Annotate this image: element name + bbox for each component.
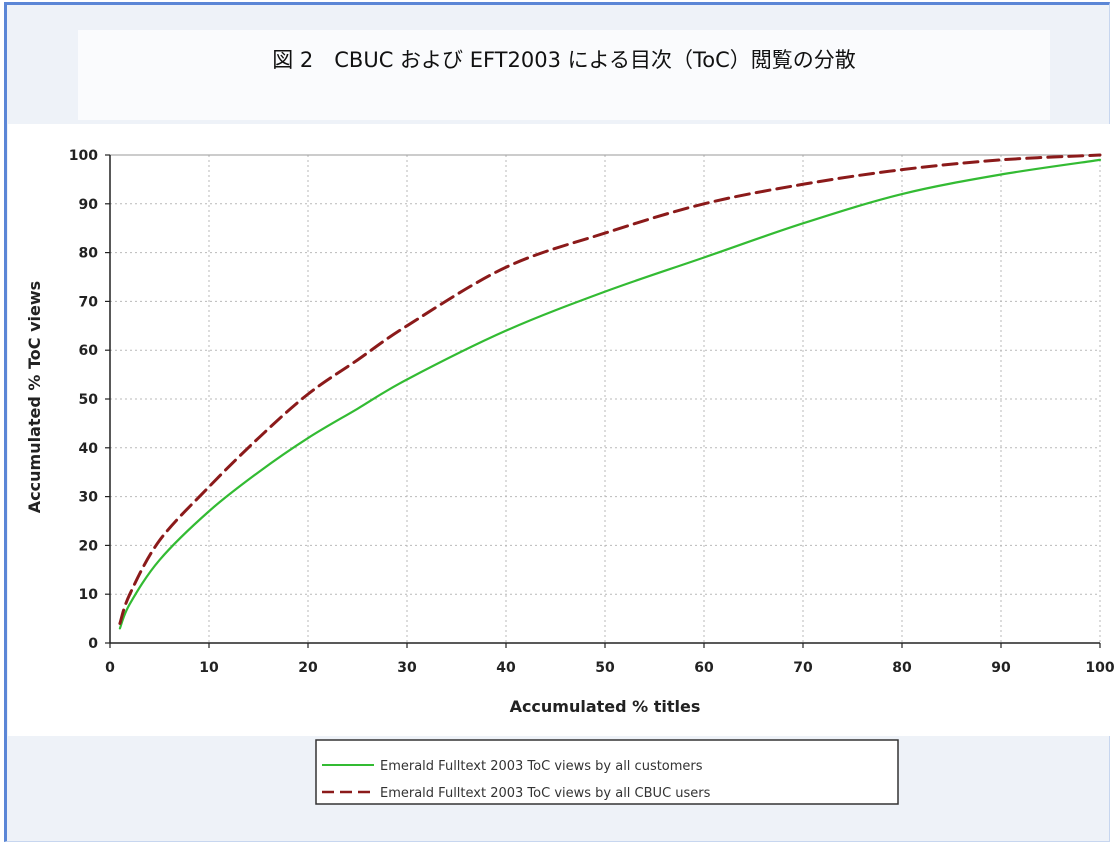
y-tick-label: 100	[69, 148, 98, 164]
x-tick-label: 80	[892, 660, 912, 676]
y-tick-label: 10	[79, 587, 99, 603]
y-tick-label: 30	[79, 490, 99, 506]
plot-panel	[8, 124, 1110, 736]
y-tick-label: 70	[79, 294, 99, 310]
y-tick-label: 60	[79, 343, 99, 359]
series-line-1	[118, 158, 1102, 630]
y-tick-label: 0	[88, 636, 98, 652]
x-tick-label: 100	[1085, 660, 1114, 676]
legend-box	[315, 739, 899, 805]
grid	[110, 154, 1101, 643]
figure-title: 図 2 CBUC および EFT2003 による目次（ToC）閲覧の分散	[272, 48, 856, 72]
series-line-2	[118, 153, 1102, 625]
x-tick-label: 20	[298, 660, 318, 676]
x-tick-label: 70	[793, 660, 813, 676]
x-tick-label: 50	[595, 660, 615, 676]
x-tick-label: 40	[496, 660, 516, 676]
title-box: 図 2 CBUC および EFT2003 による目次（ToC）閲覧の分散	[78, 30, 1050, 120]
y-tick-label: 40	[79, 441, 99, 457]
x-tick-label: 60	[694, 660, 714, 676]
y-tick-label: 90	[79, 197, 99, 213]
legend: Emerald Fulltext 2003 ToC views by all c…	[315, 739, 899, 805]
x-tick-label: 90	[991, 660, 1011, 676]
series-layer	[118, 153, 1102, 630]
x-tick-label: 0	[105, 660, 115, 676]
x-tick-label: 30	[397, 660, 417, 676]
legend-label-2: Emerald Fulltext 2003 ToC views by all C…	[380, 786, 711, 801]
axes: 0 10 20 30 40 50 60 70 80 90 100 0 10 20 30 40 50 60 70 80 9…	[69, 148, 1115, 676]
legend-label-1: Emerald Fulltext 2003 ToC views by all c…	[380, 759, 703, 774]
y-tick-label: 20	[79, 538, 99, 554]
y-tick-label: 80	[79, 246, 99, 262]
x-axis-label: Accumulated % titles	[510, 697, 701, 716]
x-tick-label: 10	[199, 660, 219, 676]
y-axis-label: Accumulated % ToC views	[25, 281, 44, 513]
y-tick-label: 50	[79, 392, 99, 408]
